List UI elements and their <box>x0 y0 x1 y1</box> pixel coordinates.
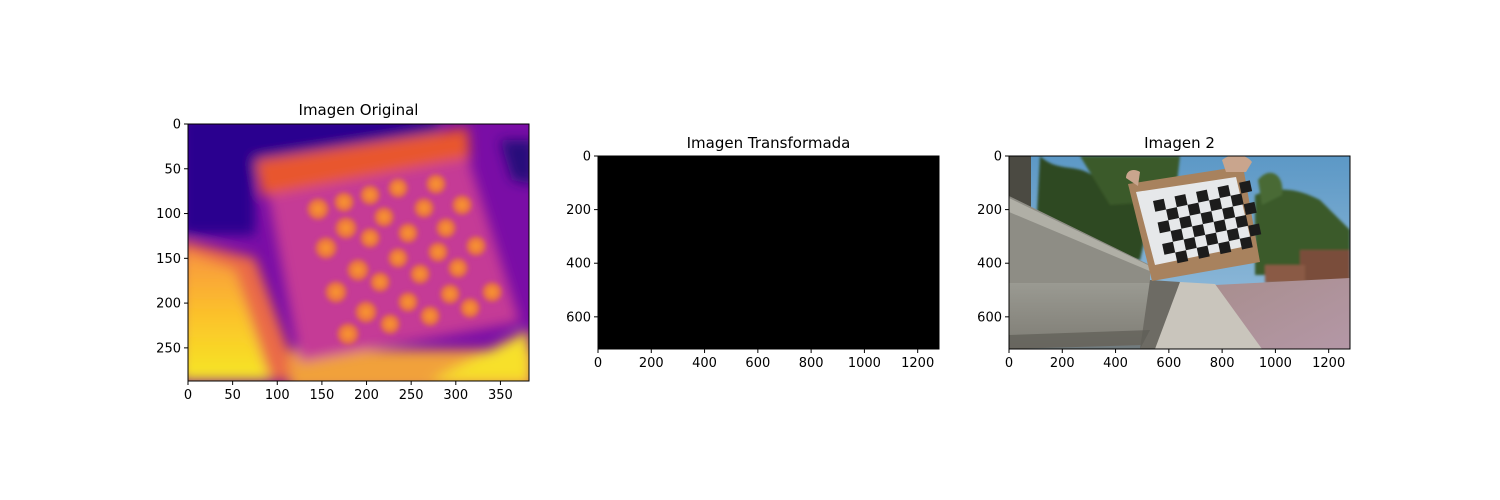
y-tick-label: 50 <box>164 162 181 177</box>
thermal-image <box>188 124 529 381</box>
y-tick-label: 400 <box>566 257 591 272</box>
black-image <box>598 156 939 349</box>
x-tick-label: 150 <box>309 388 334 403</box>
panel-image-2: Imagen 2 <box>1008 134 1351 350</box>
x-tick-label: 1200 <box>1312 356 1345 371</box>
x-tick-label: 400 <box>1103 356 1128 371</box>
x-tick-label: 250 <box>399 388 424 403</box>
axes-frame <box>1008 155 1351 350</box>
x-tick-label: 1200 <box>901 356 934 371</box>
y-tick-label: 200 <box>156 297 181 312</box>
panel-title: Imagen Transformada <box>687 134 851 152</box>
axes-frame <box>187 123 530 382</box>
x-tick-label: 800 <box>799 356 824 371</box>
x-tick-label: 200 <box>639 356 664 371</box>
x-tick-label: 0 <box>184 388 192 403</box>
panel-transformed: Imagen Transformada <box>597 134 940 350</box>
photo-image <box>1009 156 1350 349</box>
panel-original: Imagen Original <box>187 101 530 382</box>
x-tick-label: 600 <box>745 356 770 371</box>
y-tick-label: 250 <box>156 341 181 356</box>
y-tick-label: 0 <box>583 150 591 165</box>
y-tick-label: 600 <box>566 310 591 325</box>
checkerboard-dots <box>307 174 502 345</box>
panel-title: Imagen 2 <box>1144 134 1215 152</box>
y-tick-label: 200 <box>977 203 1002 218</box>
x-tick-label: 0 <box>1005 356 1013 371</box>
x-tick-label: 400 <box>692 356 717 371</box>
y-tick-label: 200 <box>566 203 591 218</box>
checkerboard <box>1153 180 1262 264</box>
axes-frame <box>597 155 940 350</box>
axis-ticks: 0 50 100 150 200 250 300 350 0 50 100 150 200 250 0 200… <box>156 118 1345 404</box>
y-tick-label: 150 <box>156 252 181 267</box>
x-tick-label: 200 <box>354 388 379 403</box>
x-tick-label: 1000 <box>848 356 881 371</box>
y-tick-label: 0 <box>173 118 181 133</box>
x-tick-label: 1000 <box>1259 356 1292 371</box>
y-tick-label: 600 <box>977 310 1002 325</box>
x-tick-label: 300 <box>443 388 468 403</box>
x-tick-label: 100 <box>265 388 290 403</box>
x-tick-label: 800 <box>1210 356 1235 371</box>
x-tick-label: 350 <box>488 388 513 403</box>
x-tick-label: 50 <box>224 388 241 403</box>
x-tick-label: 0 <box>594 356 602 371</box>
x-tick-label: 600 <box>1156 356 1181 371</box>
y-tick-label: 0 <box>994 150 1002 165</box>
y-tick-label: 100 <box>156 207 181 222</box>
panel-title: Imagen Original <box>299 101 419 119</box>
x-tick-label: 200 <box>1050 356 1075 371</box>
y-tick-label: 400 <box>977 257 1002 272</box>
